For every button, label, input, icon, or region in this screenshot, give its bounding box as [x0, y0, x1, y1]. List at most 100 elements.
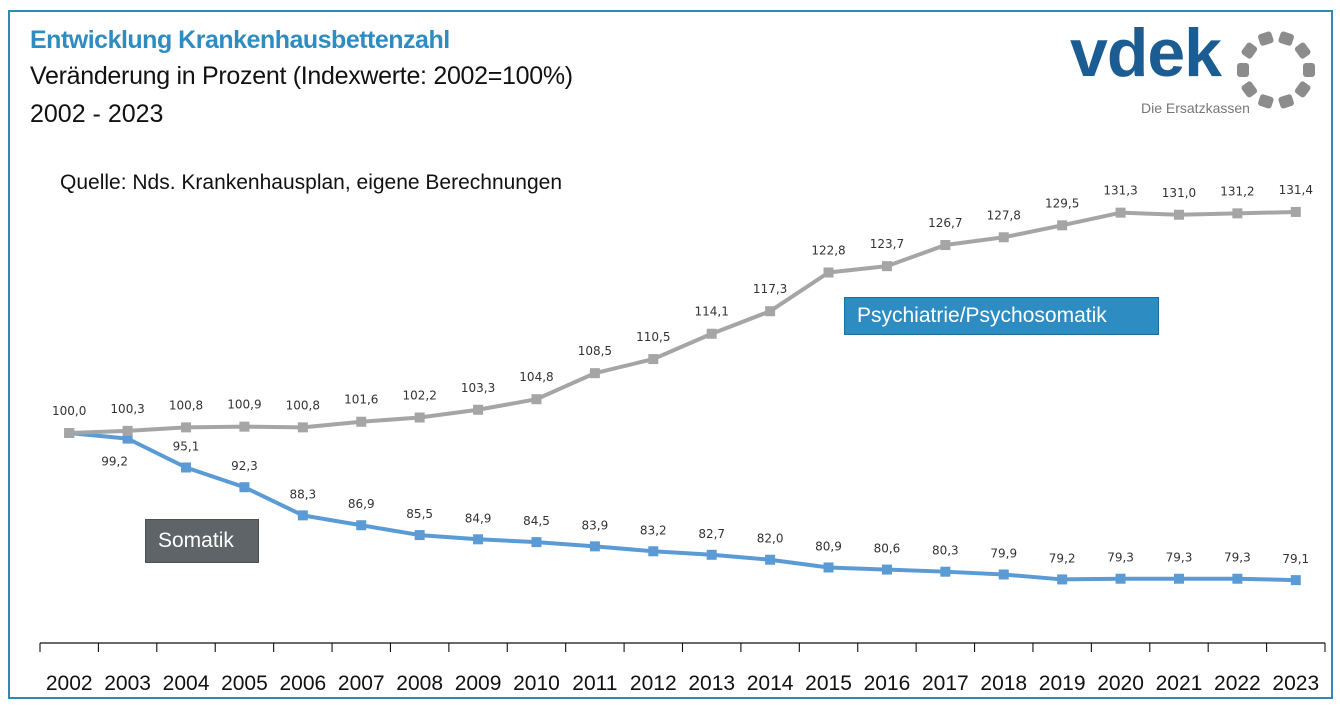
data-label-somatik: 79,3	[1107, 551, 1134, 565]
data-point-somatik	[1290, 575, 1301, 586]
data-label-somatik: 82,7	[698, 527, 725, 541]
data-point-psychiatrie	[765, 306, 776, 317]
x-tick-label: 2007	[338, 672, 385, 695]
data-label-somatik: 84,9	[465, 511, 492, 525]
chart-source: Quelle: Nds. Krankenhausplan, eigene Ber…	[60, 171, 563, 194]
data-label-psychiatrie: 129,5	[1045, 196, 1079, 210]
data-point-somatik	[122, 433, 133, 444]
data-point-somatik	[998, 569, 1009, 580]
x-tick-label: 2014	[747, 672, 794, 695]
data-label-psychiatrie: 100,3	[110, 402, 144, 416]
logo-ring-icon	[1237, 31, 1315, 109]
x-tick-label: 2019	[1039, 672, 1086, 695]
data-point-psychiatrie	[356, 416, 367, 427]
logo-ring-segment	[1258, 94, 1274, 109]
data-point-psychiatrie	[181, 422, 192, 433]
data-label-psychiatrie: 127,8	[987, 208, 1021, 222]
data-label-psychiatrie: 131,4	[1279, 183, 1313, 197]
data-label-somatik: 79,3	[1224, 551, 1251, 565]
data-point-psychiatrie	[648, 354, 659, 365]
data-point-somatik	[1173, 573, 1184, 584]
x-tick-label: 2013	[688, 672, 735, 695]
data-label-psychiatrie: 131,2	[1220, 184, 1254, 198]
logo-ring-segment	[1241, 81, 1258, 98]
data-point-psychiatrie	[998, 232, 1009, 243]
data-label-somatik: 83,9	[582, 518, 609, 532]
data-point-somatik	[239, 482, 250, 493]
data-label-somatik: 80,3	[932, 544, 959, 558]
data-label-psychiatrie: 131,0	[1162, 186, 1196, 200]
data-point-somatik	[648, 546, 659, 557]
chart-frame	[8, 10, 1333, 699]
data-point-somatik	[940, 566, 951, 577]
data-label-somatik: 92,3	[231, 459, 258, 473]
data-point-psychiatrie	[1232, 208, 1243, 219]
data-point-psychiatrie	[706, 328, 717, 339]
x-tick-label: 2018	[980, 672, 1027, 695]
data-label-psychiatrie: 131,3	[1103, 184, 1137, 198]
data-point-psychiatrie	[1115, 207, 1126, 218]
data-point-somatik	[823, 562, 834, 573]
x-tick-label: 2016	[864, 672, 911, 695]
data-point-somatik	[765, 554, 776, 565]
data-point-psychiatrie	[1057, 220, 1068, 231]
data-label-somatik: 79,1	[1282, 552, 1309, 566]
x-tick-label: 2006	[279, 672, 326, 695]
chart-title: Entwicklung Krankenhausbettenzahl	[30, 26, 450, 54]
data-point-psychiatrie	[940, 240, 951, 251]
x-tick-label: 2002	[46, 672, 93, 695]
x-tick-label: 2023	[1272, 672, 1319, 695]
data-label-somatik: 79,3	[1166, 551, 1193, 565]
data-label-psychiatrie: 102,2	[402, 389, 436, 403]
data-label-somatik: 88,3	[289, 487, 316, 501]
data-label-psychiatrie: 122,8	[811, 243, 845, 257]
legend-label-psychiatrie: Psychiatrie/Psychosomatik	[844, 297, 1159, 335]
x-tick-label: 2012	[630, 672, 677, 695]
data-label-somatik: 83,2	[640, 523, 667, 537]
data-label-somatik: 85,5	[406, 507, 433, 521]
data-point-somatik	[414, 530, 425, 541]
data-point-psychiatrie	[473, 404, 484, 415]
data-label-somatik: 79,9	[990, 547, 1017, 561]
data-label-psychiatrie: 103,3	[461, 381, 495, 395]
data-label-psychiatrie: 100,0	[52, 404, 86, 418]
data-point-somatik	[356, 520, 367, 531]
x-tick-label: 2003	[104, 672, 151, 695]
data-point-psychiatrie	[1173, 209, 1184, 220]
x-tick-label: 2011	[572, 672, 617, 695]
vdek-logo: vdek Die Ersatzkassen	[1068, 15, 1318, 120]
logo-ring-segment	[1237, 63, 1249, 77]
data-point-somatik	[297, 510, 308, 521]
data-point-somatik	[1232, 573, 1243, 584]
logo-ring-segment	[1294, 42, 1311, 59]
data-label-psychiatrie: 108,5	[578, 344, 612, 358]
data-label-somatik: 80,6	[874, 542, 901, 556]
data-point-somatik	[531, 537, 542, 548]
data-label-somatik: 80,9	[815, 539, 842, 553]
logo-ring-segment	[1278, 31, 1294, 46]
data-label-psychiatrie: 110,5	[636, 330, 670, 344]
data-point-psychiatrie	[823, 267, 834, 278]
data-label-somatik: 84,5	[523, 514, 550, 528]
data-label-somatik: 99,2	[101, 455, 128, 469]
chart-subtitle: Veränderung in Prozent (Indexwerte: 2002…	[30, 62, 573, 90]
x-tick-label: 2015	[805, 672, 852, 695]
data-point-psychiatrie	[239, 421, 250, 432]
data-point-psychiatrie	[64, 428, 75, 438]
data-label-somatik: 86,9	[348, 497, 375, 511]
data-label-psychiatrie: 117,3	[753, 282, 787, 296]
x-tick-label: 2021	[1156, 672, 1203, 695]
x-tick-label: 2005	[221, 672, 268, 695]
data-point-somatik	[1057, 574, 1068, 585]
data-point-psychiatrie	[297, 422, 308, 433]
chart-period: 2002 - 2023	[30, 100, 164, 128]
data-label-psychiatrie: 101,6	[344, 393, 378, 407]
x-tick-label: 2022	[1214, 672, 1261, 695]
data-point-somatik	[473, 534, 484, 545]
series-line-psychiatrie	[69, 209, 1296, 435]
data-label-psychiatrie: 104,8	[519, 370, 553, 384]
logo-tagline: Die Ersatzkassen	[1141, 100, 1250, 116]
logo-ring-segment	[1278, 94, 1294, 109]
logo-ring-segment	[1294, 81, 1311, 98]
x-tick-label: 2010	[513, 672, 560, 695]
